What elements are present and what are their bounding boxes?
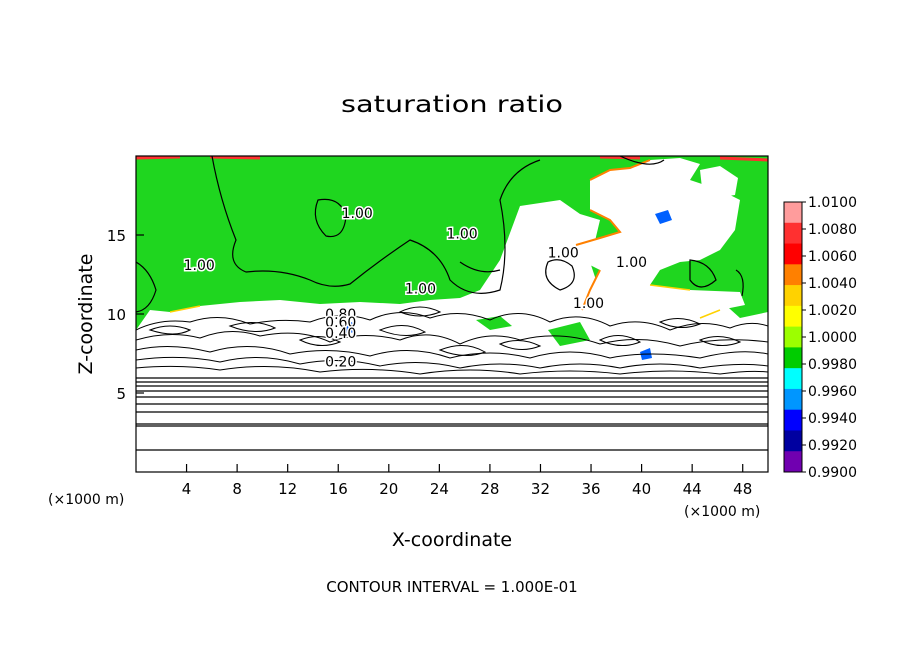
cloud-contours [136, 306, 768, 375]
x-unit-right: (×1000 m) [684, 504, 760, 520]
field-top-red-band [136, 156, 768, 162]
colorbar-swatch [784, 264, 802, 286]
field-fringe-orange [575, 159, 651, 311]
field-fringe-yellow [169, 284, 721, 319]
x-tick-label: 32 [531, 480, 550, 498]
contour-label: 1.00 [573, 296, 604, 312]
colorbar-swatch [784, 326, 802, 348]
colorbar-label: 1.0020 [808, 303, 857, 319]
colorbar-swatch [784, 222, 802, 245]
plot-area [136, 156, 768, 472]
lower-contours [136, 377, 768, 451]
x-tick-label: 36 [581, 480, 600, 498]
y-tick-label: 10 [107, 306, 126, 324]
colorbar-label: 1.0040 [808, 276, 857, 292]
x-tick-label: 48 [733, 480, 752, 498]
contour-label-layer: 1.00 1.00 1.00 1.00 1.00 1.00 1.00 0.800.600.40… [182, 204, 648, 372]
colorbar-label: 1.0060 [808, 249, 857, 265]
x-tick-label: 20 [379, 480, 398, 498]
colorbar-swatch [784, 347, 802, 369]
contour-label: 0.40 [325, 326, 356, 342]
x-unit-left: (×1000 m) [48, 492, 124, 508]
colorbar-label: 1.0080 [808, 222, 857, 238]
y-axis: 5 10 15 [107, 227, 144, 403]
colorbar-label: 0.9960 [808, 384, 857, 400]
field-white-cloud-small [700, 166, 738, 198]
x-tick-label: 28 [480, 480, 499, 498]
contour-label: 1.00 [342, 206, 373, 222]
chart-title: saturation ratio [341, 92, 563, 118]
x-axis: 4 8 12 16 20 24 28 32 36 40 44 48 [182, 464, 752, 498]
x-axis-title: X-coordinate [392, 529, 512, 551]
y-tick-label: 15 [107, 227, 126, 245]
contour-interval-note: CONTOUR INTERVAL = 1.000E-01 [326, 578, 577, 596]
colorbar-swatch [784, 409, 802, 431]
colorbar-label: 0.9900 [808, 465, 857, 481]
colorbar-swatch [784, 305, 802, 328]
colorbar-swatch [784, 285, 802, 307]
x-tick-label: 44 [683, 480, 702, 498]
field-white-cloud-upper [576, 158, 745, 340]
saturation-contour-1.00 [136, 156, 744, 313]
contour-label: 1.00 [616, 255, 647, 271]
colorbar-swatch [784, 368, 802, 390]
y-tick-label: 5 [116, 385, 126, 403]
colorbar-label: 1.0000 [808, 330, 857, 346]
x-tick-label: 16 [329, 480, 348, 498]
colorbar-swatch [784, 388, 802, 411]
colorbar-swatch [784, 243, 802, 265]
x-tick-label: 12 [278, 480, 297, 498]
colorbar: 1.0100 1.0080 1.0060 1.0040 1.0020 1.0000 0.99… [783, 195, 857, 481]
contour-label: 0.60 [325, 315, 356, 331]
x-tick-label: 8 [232, 480, 242, 498]
x-tick-label: 4 [182, 480, 192, 498]
colorbar-label: 0.9980 [808, 357, 857, 373]
contour-label: 1.00 [405, 282, 436, 298]
contour-label: 0.80 [325, 307, 356, 323]
colorbar-swatch [784, 451, 802, 473]
contour-label: 1.00 [184, 258, 215, 274]
x-tick-label: 24 [430, 480, 449, 498]
contour-label: 1.00 [548, 245, 579, 261]
colorbar-swatch [784, 202, 802, 224]
y-axis-title: Z-coordinate [75, 254, 97, 375]
field-green-lower-patch [476, 316, 590, 346]
colorbar-label: 0.9920 [808, 438, 857, 454]
contour-label: 0.20 [325, 354, 356, 370]
x-tick-label: 40 [632, 480, 651, 498]
contour-label: 1.00 [447, 226, 478, 242]
colorbar-label: 0.9940 [808, 411, 857, 427]
colorbar-label: 1.0100 [808, 195, 857, 211]
colorbar-swatch [784, 430, 802, 452]
